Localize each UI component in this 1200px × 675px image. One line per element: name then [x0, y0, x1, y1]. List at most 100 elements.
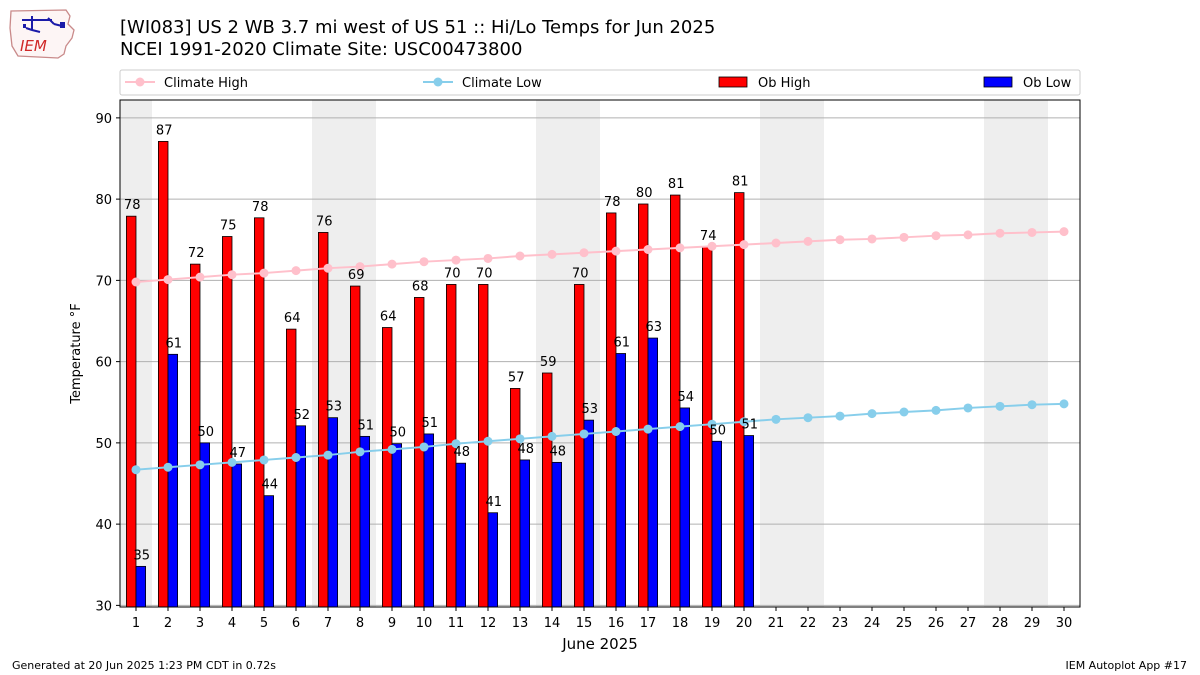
ob-low-bar — [135, 565, 147, 608]
climate-low-point — [867, 409, 877, 419]
legend-box — [119, 69, 1081, 96]
climate-high-point — [291, 266, 301, 276]
ob-high-bar — [349, 285, 361, 608]
ob-high-label: 70 — [444, 266, 461, 281]
ob-low-label: 35 — [134, 548, 151, 563]
y-tick-label: 70 — [95, 274, 112, 289]
climate-low-point — [259, 455, 269, 465]
generated-note: Generated at 20 Jun 2025 1:23 PM CDT in … — [12, 659, 277, 672]
ob-high-bar — [542, 372, 553, 608]
x-tick-label: 25 — [896, 616, 913, 631]
climate-low-point — [739, 417, 749, 427]
climate-low-point — [707, 419, 717, 429]
climate-high-line — [135, 230, 1065, 283]
legend-ob-high: Ob High — [718, 76, 811, 91]
chart-title-block: [WI083] US 2 WB 3.7 mi west of US 51 :: … — [120, 17, 715, 61]
ob-low-bar — [167, 353, 179, 608]
svg-text:Ob High: Ob High — [758, 76, 811, 91]
x-tick-label: 19 — [704, 616, 721, 631]
ob-high-bar — [734, 192, 745, 608]
x-tick-label: 20 — [736, 616, 753, 631]
ob-low-bar — [711, 440, 723, 608]
ob-high-label: 68 — [412, 279, 429, 294]
climate-high-point — [195, 272, 205, 282]
climate-low-point — [419, 442, 429, 452]
y-tick-label: 80 — [95, 193, 112, 208]
svg-text:Climate High: Climate High — [164, 76, 248, 91]
x-tick-label: 15 — [576, 616, 593, 631]
x-tick-label: 10 — [416, 616, 433, 631]
climate-high-point — [803, 236, 813, 246]
ob-high-label: 72 — [188, 246, 205, 261]
x-tick-label: 2 — [164, 616, 172, 631]
climate-high-point — [163, 275, 173, 285]
ob-low-label: 50 — [710, 423, 727, 438]
x-tick-label: 29 — [1024, 616, 1041, 631]
ob-high-label: 81 — [732, 175, 749, 190]
ob-high-label: 78 — [124, 198, 141, 213]
climate-lines — [131, 227, 1069, 475]
ob-high-bar — [509, 388, 521, 608]
ob-low-label: 51 — [358, 418, 375, 433]
x-tick-label: 22 — [800, 616, 817, 631]
ob-high-label: 75 — [220, 219, 237, 234]
climate-high-point — [899, 232, 909, 242]
x-tick-label: 3 — [196, 616, 204, 631]
ob-low-label: 54 — [678, 390, 695, 405]
climate-low-line — [135, 402, 1065, 471]
ob-high-label: 70 — [476, 266, 493, 281]
iem-logo: IEM — [9, 9, 75, 59]
climate-high-point — [771, 238, 781, 248]
ob-high-label: 76 — [316, 214, 333, 229]
svg-text:Climate Low: Climate Low — [462, 76, 542, 91]
ob-low-bar — [455, 462, 467, 608]
x-tick-label: 24 — [864, 616, 881, 631]
app-note: IEM Autoplot App #17 — [1065, 659, 1188, 672]
ob-low-label: 41 — [486, 495, 503, 510]
ob-high-bar — [477, 284, 489, 608]
climate-low-point — [163, 462, 173, 472]
ob-low-bar — [679, 407, 691, 608]
ob-low-bar — [615, 353, 627, 608]
climate-high-point — [131, 277, 141, 287]
ob-low-label: 51 — [422, 416, 439, 431]
x-tick-label: 5 — [260, 616, 268, 631]
ob-low-label: 48 — [550, 444, 567, 459]
ob-low-label: 47 — [230, 446, 247, 461]
x-tick-label: 28 — [992, 616, 1009, 631]
ob-high-label: 64 — [284, 311, 301, 326]
ob-low-label: 48 — [454, 445, 471, 460]
y-tick-label: 60 — [95, 356, 112, 371]
climate-low-point — [131, 465, 141, 475]
ob-high-label: 81 — [668, 177, 685, 192]
ob-high-label: 70 — [572, 266, 589, 281]
ob-low-label: 53 — [582, 402, 599, 417]
ob-high-bar — [638, 203, 649, 608]
ob-low-label: 50 — [198, 425, 215, 440]
climate-high-point — [515, 251, 525, 261]
climate-low-point — [195, 460, 205, 470]
climate-high-point — [323, 263, 333, 273]
ob-low-bar — [743, 435, 755, 608]
climate-low-point — [803, 413, 813, 423]
ob-high-bar — [157, 141, 169, 608]
climate-high-point — [995, 228, 1005, 238]
climate-low-point — [355, 447, 365, 457]
x-tick-label: 26 — [928, 616, 945, 631]
ob-high-bar — [381, 327, 393, 608]
climate-high-point — [643, 245, 653, 254]
climate-low-point — [483, 436, 493, 446]
ob-low-bar — [647, 337, 659, 608]
x-tick-label: 23 — [832, 616, 849, 631]
ob-high-label: 87 — [156, 123, 173, 138]
climate-low-point — [387, 444, 397, 454]
ob-low-bar — [231, 463, 243, 608]
ob-high-label: 80 — [636, 186, 653, 201]
x-tick-label: 8 — [356, 616, 364, 631]
ob-low-label: 51 — [742, 418, 759, 433]
ob-high-bar — [606, 212, 617, 608]
ob-high-label: 59 — [540, 355, 557, 370]
x-tick-label: 11 — [448, 616, 465, 631]
climate-low-point — [611, 427, 621, 436]
climate-high-point — [931, 231, 941, 241]
